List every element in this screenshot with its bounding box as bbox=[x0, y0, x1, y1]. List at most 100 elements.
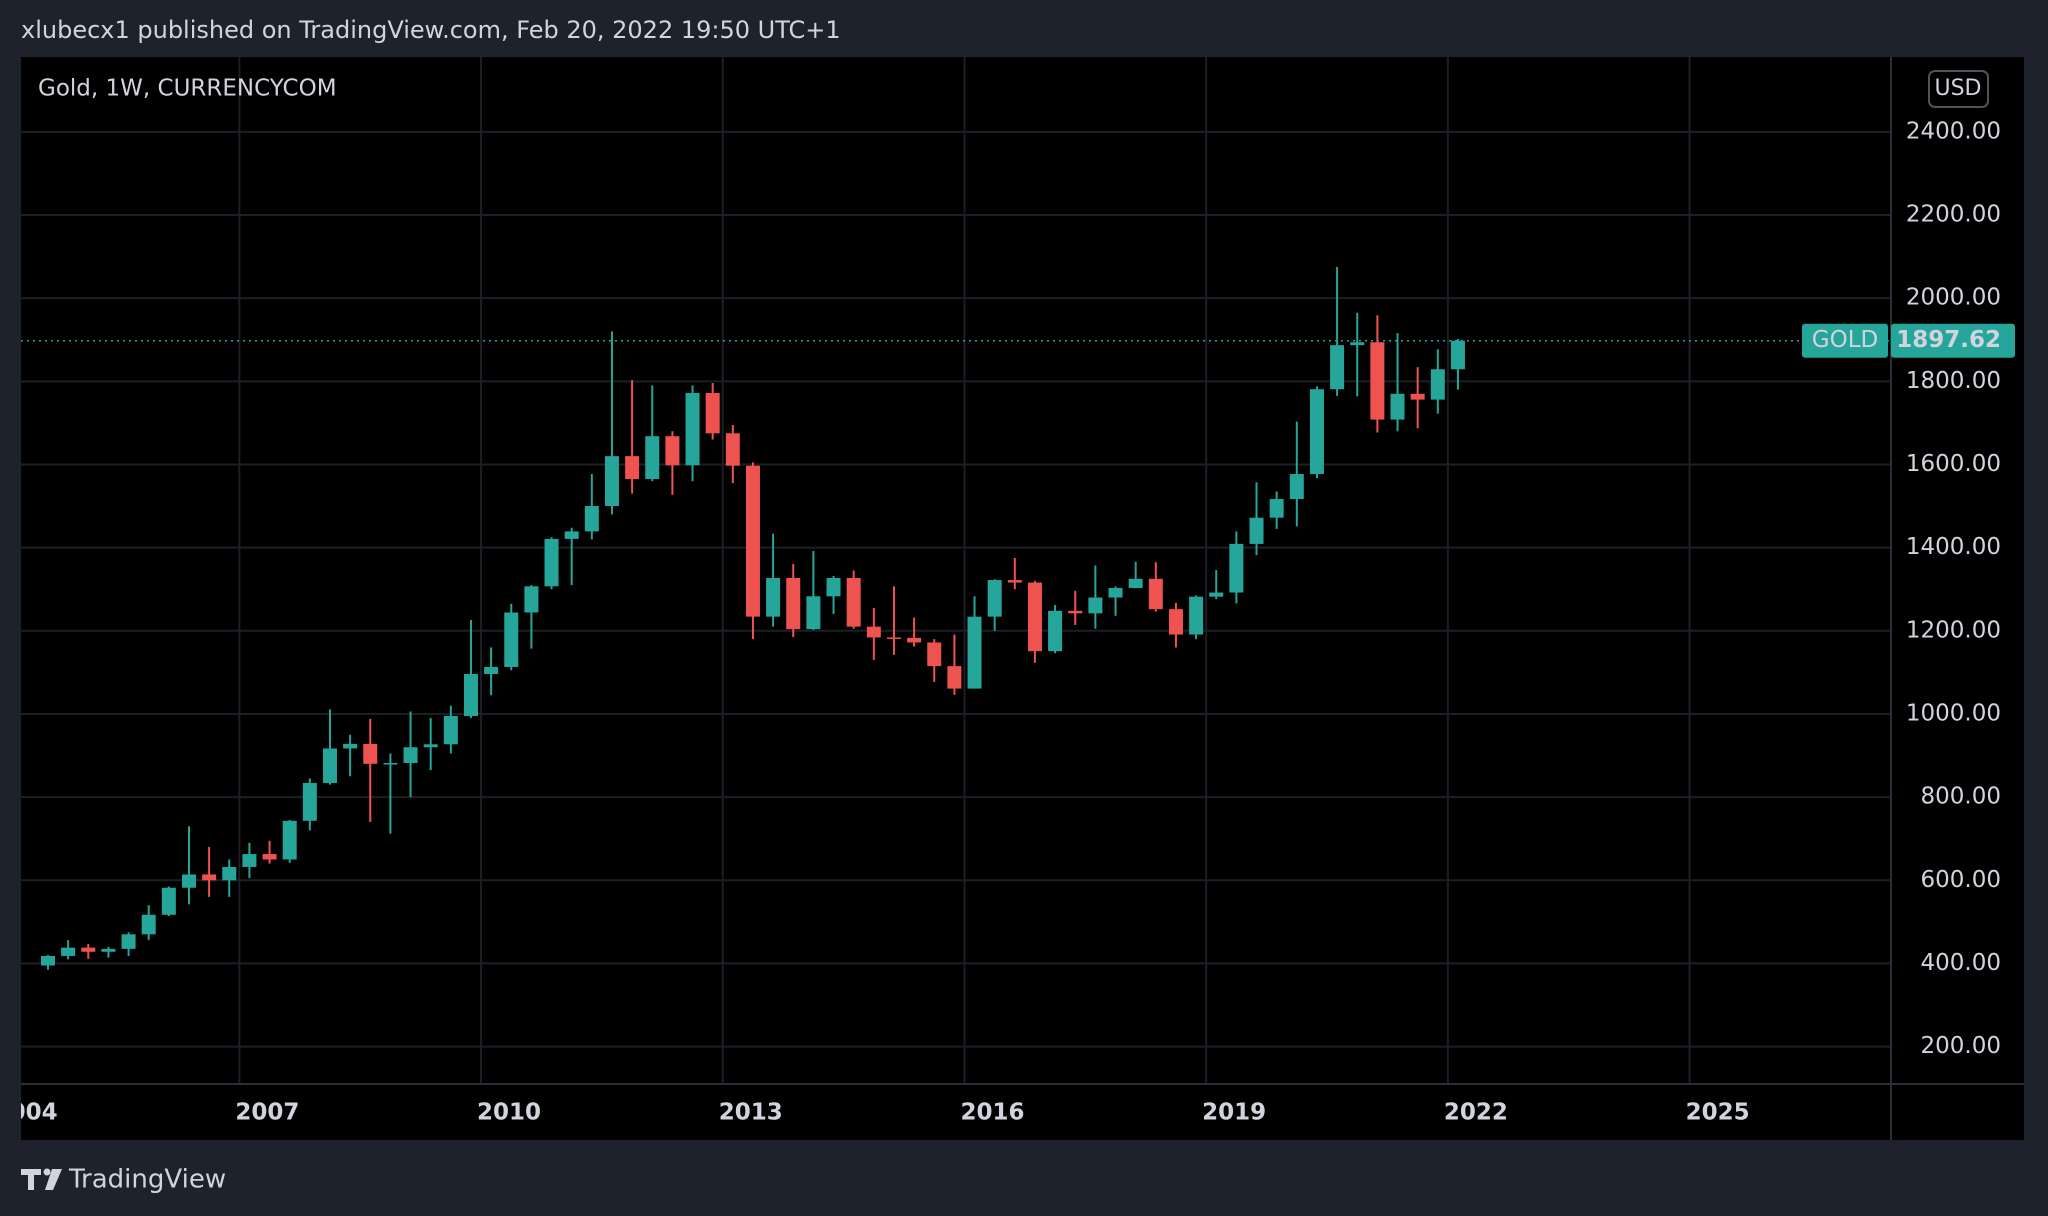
candle-body bbox=[1189, 596, 1204, 635]
y-tick-label: 1600.00 bbox=[1906, 451, 2001, 477]
candle-body bbox=[665, 436, 680, 466]
candle-body bbox=[1229, 543, 1244, 593]
y-tick-label: 400.00 bbox=[1921, 950, 2001, 976]
candle-body bbox=[766, 577, 781, 617]
candle-body bbox=[645, 436, 660, 480]
last-price-label: 1897.62 bbox=[1896, 327, 2001, 353]
candle-body bbox=[1390, 393, 1405, 420]
candle-body bbox=[262, 854, 277, 860]
candle-body bbox=[806, 596, 821, 630]
candle-body bbox=[1209, 592, 1224, 597]
candle-body bbox=[1450, 340, 1465, 370]
y-tick-label: 2400.00 bbox=[1906, 118, 2001, 144]
candle-body bbox=[463, 674, 478, 717]
candle-body bbox=[786, 577, 801, 630]
y-tick-label: 1200.00 bbox=[1906, 617, 2001, 643]
candle-body bbox=[403, 747, 418, 764]
candle-body bbox=[544, 538, 559, 587]
candle-body bbox=[1309, 389, 1324, 475]
x-tick-label: 2025 bbox=[1686, 1100, 1750, 1126]
candle-body bbox=[604, 456, 619, 507]
candle-body bbox=[40, 955, 55, 966]
candle-body bbox=[101, 948, 116, 952]
candle-body bbox=[967, 616, 982, 689]
chart-area bbox=[21, 57, 2024, 1140]
brand-name: TradingView bbox=[68, 1165, 226, 1195]
candle-body bbox=[947, 666, 962, 689]
brand-logo bbox=[21, 1168, 62, 1190]
candle-body bbox=[524, 586, 539, 613]
y-tick-label: 1000.00 bbox=[1906, 700, 2001, 726]
y-tick-label: 200.00 bbox=[1921, 1033, 2001, 1059]
currency-label: USD bbox=[1934, 76, 1981, 101]
candle-body bbox=[846, 577, 861, 627]
y-tick-label: 2000.00 bbox=[1906, 285, 2001, 311]
x-tick-label: 2022 bbox=[1444, 1100, 1508, 1126]
candle-body bbox=[1128, 578, 1143, 588]
candle-body bbox=[1269, 498, 1284, 518]
candle-body bbox=[322, 748, 337, 783]
price-axis: 200.00 400.00 600.00 800.00 1000.00 1200.00 14… bbox=[1906, 118, 2001, 1059]
candle-body bbox=[1370, 342, 1385, 420]
y-tick-label: 1800.00 bbox=[1906, 368, 2001, 394]
candle-body bbox=[1088, 597, 1103, 614]
x-tick-label: 2004 bbox=[0, 1100, 58, 1126]
candle-body bbox=[1007, 580, 1022, 583]
symbol-badge bbox=[1802, 323, 1888, 358]
candle-body bbox=[484, 666, 499, 675]
candle-body bbox=[987, 580, 1002, 617]
candle-body bbox=[584, 506, 599, 532]
candle-body bbox=[1430, 369, 1445, 400]
symbol-label: GOLD bbox=[1812, 327, 1878, 353]
candle-body bbox=[141, 914, 156, 935]
candle-body bbox=[685, 392, 700, 466]
x-tick-label: 2013 bbox=[719, 1100, 783, 1126]
candle-body bbox=[1330, 345, 1345, 390]
candle-body bbox=[927, 642, 942, 667]
candle-body bbox=[826, 577, 841, 597]
candle-body bbox=[886, 637, 901, 639]
candle-body bbox=[1108, 587, 1123, 598]
candle-body bbox=[1048, 610, 1063, 652]
candle-body bbox=[363, 743, 378, 764]
y-tick-label: 600.00 bbox=[1921, 867, 2001, 893]
candle-body bbox=[202, 874, 217, 881]
candle-body bbox=[61, 947, 76, 956]
chart-legend: Gold, 1W, CURRENCYCOM bbox=[38, 76, 337, 102]
y-tick-label: 800.00 bbox=[1921, 784, 2001, 810]
candle-body bbox=[121, 934, 136, 949]
candle-body bbox=[564, 531, 579, 539]
candle-body bbox=[383, 763, 398, 765]
candle-body bbox=[423, 744, 438, 748]
last-price-badge bbox=[1891, 323, 2015, 358]
time-axis: 2004 2007 2010 2013 2016 2019 2022 2025 bbox=[0, 1100, 1750, 1126]
candle-body bbox=[745, 465, 760, 617]
y-tick-label: 1400.00 bbox=[1906, 534, 2001, 560]
candle-body bbox=[181, 874, 196, 888]
candle-body bbox=[1350, 342, 1365, 346]
candle-body bbox=[282, 820, 297, 860]
publish-info: xlubecx1 published on TradingView.com, F… bbox=[21, 16, 841, 44]
candle-body bbox=[222, 866, 237, 881]
candle-body bbox=[625, 456, 640, 480]
candle-body bbox=[1148, 578, 1163, 610]
x-tick-label: 2019 bbox=[1202, 1100, 1266, 1126]
candle-body bbox=[1249, 517, 1264, 544]
candle-body bbox=[907, 637, 922, 643]
currency-badge[interactable] bbox=[1928, 70, 1989, 108]
candle-body bbox=[161, 887, 176, 915]
x-tick-label: 2016 bbox=[960, 1100, 1024, 1126]
candle-body bbox=[504, 612, 519, 667]
candle-body bbox=[343, 743, 358, 749]
candle-body bbox=[1289, 474, 1304, 499]
candle-body bbox=[1068, 610, 1083, 614]
x-tick-label: 2007 bbox=[235, 1100, 299, 1126]
candle-body bbox=[1027, 582, 1042, 652]
candle-body bbox=[725, 433, 740, 466]
y-tick-label: 2200.00 bbox=[1906, 202, 2001, 228]
candle-body bbox=[705, 392, 720, 434]
plot bbox=[21, 57, 1891, 1084]
candle-body bbox=[866, 626, 881, 638]
candle-body bbox=[81, 947, 96, 952]
